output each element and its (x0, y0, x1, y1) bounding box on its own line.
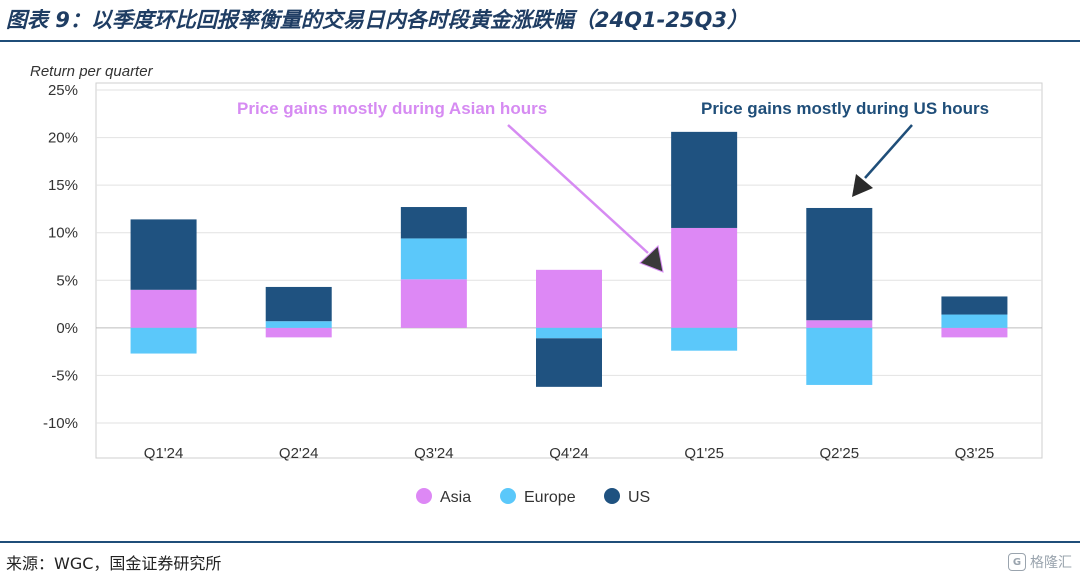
y-tick-label: -5% (51, 367, 78, 384)
legend-marker-us (604, 488, 620, 504)
grid-lines (96, 89, 1042, 424)
annotation-arrow-us (852, 124, 913, 197)
x-axis-ticks: Q1'24 Q2'24 Q3'24 Q4'24 Q1'25 Q2'25 Q3'25 (144, 445, 994, 462)
x-tick-label: Q3'24 (414, 445, 454, 462)
y-tick-label: 25% (48, 82, 78, 99)
bar-asia-5 (806, 320, 873, 328)
legend-label-europe: Europe (524, 489, 576, 506)
bar-asia-6 (941, 327, 1008, 338)
bar-asia-2 (400, 279, 467, 328)
bar-europe-4 (671, 327, 738, 351)
annotation-us-hours: Price gains mostly during US hours (701, 99, 989, 118)
bar-asia-0 (130, 289, 197, 328)
legend-marker-europe (500, 488, 516, 504)
bar-asia-4 (671, 227, 738, 328)
bar-us-1 (265, 286, 332, 322)
bar-europe-1 (265, 321, 332, 328)
legend: Asia Europe US (416, 488, 650, 506)
legend-item-asia[interactable]: Asia (416, 488, 471, 506)
watermark-logo-icon: G (1008, 553, 1026, 571)
legend-label-asia: Asia (440, 489, 471, 506)
y-tick-label: 10% (48, 225, 78, 242)
bar-europe-6 (941, 314, 1008, 328)
legend-item-us[interactable]: US (604, 488, 650, 506)
figure-title: 图表 9：以季度环比回报率衡量的交易日内各时段黄金涨跌幅（24Q1-25Q3） (6, 8, 749, 32)
bar-europe-2 (400, 238, 467, 280)
bar-us-4 (671, 131, 738, 228)
y-tick-label: 15% (48, 177, 78, 194)
bar-europe-3 (536, 327, 602, 339)
annotation-arrow-asia (507, 124, 664, 273)
y-axis-label: Return per quarter (30, 63, 154, 80)
bar-us-2 (400, 207, 467, 239)
x-tick-label: Q1'25 (684, 445, 724, 462)
bar-us-6 (941, 296, 1008, 315)
bar-europe-5 (806, 327, 873, 385)
y-tick-label: -10% (43, 415, 78, 432)
stacked-bar-chart: 25%20%15%10%5%0%-5%-10% Q1'24 Q2'24 Q3'24 Q… (30, 63, 1043, 506)
bar-us-3 (536, 338, 602, 387)
y-tick-label: 20% (48, 130, 78, 147)
x-tick-label: Q1'24 (144, 445, 184, 462)
legend-item-europe[interactable]: Europe (500, 488, 576, 506)
y-axis-ticks: 25% 20% 15% 10% 5% 0% -5% -10% (43, 82, 78, 432)
y-tick-label: 5% (56, 272, 78, 289)
x-tick-label: Q2'24 (279, 445, 319, 462)
legend-marker-asia (416, 488, 432, 504)
watermark-text: 格隆汇 (1030, 555, 1072, 571)
bar-asia-1 (265, 327, 332, 338)
x-tick-label: Q4'24 (549, 445, 589, 462)
plot-frame (95, 82, 1043, 459)
bar-us-5 (806, 207, 873, 321)
bar-europe-0 (130, 327, 197, 354)
watermark: G 格隆汇 (1008, 552, 1072, 572)
bar-us-0 (130, 219, 197, 290)
x-tick-label: Q2'25 (820, 445, 860, 462)
source-note: 来源：WGC，国金证券研究所 (6, 554, 222, 573)
x-tick-label: Q3'25 (955, 445, 995, 462)
title-divider (0, 40, 1080, 42)
annotation-asian-hours: Price gains mostly during Asian hours (237, 99, 547, 118)
y-tick-label: 0% (56, 320, 78, 337)
bars (130, 131, 1008, 387)
legend-label-us: US (628, 489, 650, 506)
bar-asia-3 (536, 269, 602, 328)
source-divider (0, 541, 1080, 543)
